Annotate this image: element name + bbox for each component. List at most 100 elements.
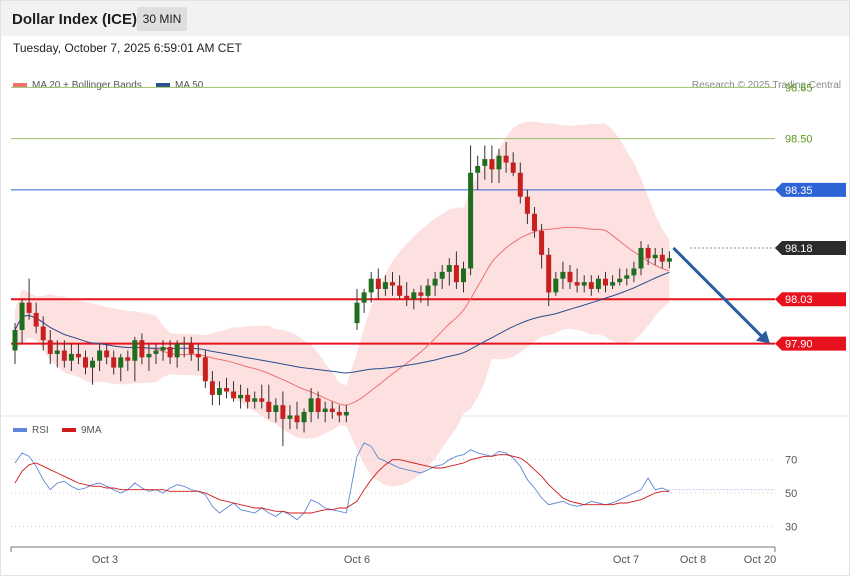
candle-body — [118, 357, 124, 368]
candle-body — [638, 247, 644, 269]
candle-body — [181, 343, 187, 345]
x-tick-label: Oct 8 — [680, 554, 706, 566]
candle-body — [553, 278, 559, 293]
candle-body — [216, 388, 222, 395]
legend-ma-bb: MA 20 + Bollinger Bands — [13, 80, 142, 91]
candle-body — [224, 388, 229, 392]
candle-body — [54, 350, 60, 354]
candle-body — [510, 162, 516, 173]
candle-body — [132, 340, 138, 361]
candle-body — [160, 347, 166, 351]
ma50-line — [14, 271, 670, 374]
legend-swatch-rsi — [13, 428, 27, 433]
candle-body — [652, 254, 658, 259]
candle-body — [581, 282, 587, 286]
candle-body — [90, 360, 96, 368]
timestamp: Tuesday, October 7, 2025 6:59:01 AM CET — [13, 41, 242, 55]
candle-body — [266, 401, 272, 412]
candle-body — [532, 213, 537, 231]
candle-body — [329, 408, 335, 412]
candle-body — [83, 357, 88, 368]
legend-ma50: MA 50 — [156, 80, 203, 91]
level-tag-98-03 — [775, 292, 846, 307]
candle-body — [294, 415, 300, 423]
level-tag-97-90 — [775, 336, 846, 351]
candle-body — [617, 278, 623, 283]
x-tick-label: Oct 20 — [744, 554, 776, 566]
candle-body — [315, 398, 321, 412]
candle-body — [231, 391, 237, 399]
candle-body — [567, 271, 573, 283]
x-tick-label: Oct 3 — [92, 554, 118, 566]
level-label-98-65: 98.65 — [785, 82, 813, 94]
candle-body — [446, 265, 452, 272]
legend-rsi: RSI — [13, 425, 49, 436]
candle-body — [418, 292, 424, 296]
candle-body — [546, 254, 552, 293]
candle-body — [174, 343, 180, 358]
candle-body — [104, 350, 110, 358]
candle-body — [40, 326, 46, 341]
candle-body — [631, 268, 637, 276]
candle-body — [461, 268, 466, 283]
candle-body — [259, 398, 265, 402]
candle-body — [125, 357, 131, 361]
candle-body — [603, 278, 608, 286]
candle-body — [252, 398, 258, 402]
timeframe-badge[interactable]: 30 MIN — [137, 7, 187, 31]
candle-body — [382, 282, 388, 289]
candle-body — [404, 295, 410, 300]
rsi-tick-label-70: 70 — [785, 455, 797, 467]
candle-body — [139, 340, 145, 358]
candle-body — [19, 302, 25, 330]
candle-body — [489, 159, 495, 170]
candle-body — [390, 282, 395, 286]
candle-body — [287, 415, 293, 419]
candle-body — [482, 159, 488, 166]
candle-body — [588, 282, 594, 289]
chart-header: Dollar Index (ICE) 30 MIN — [1, 1, 849, 36]
candle-body — [68, 353, 74, 361]
candle-body — [517, 172, 523, 197]
candle-body — [666, 258, 672, 262]
level-tag-98-35 — [775, 182, 846, 197]
candle-body — [238, 394, 244, 399]
candle-body — [33, 312, 39, 327]
candle-body — [75, 353, 81, 358]
candle-body — [322, 408, 328, 412]
legend-swatch-ma20 — [13, 83, 27, 88]
candle-body — [659, 254, 665, 262]
candle-body — [368, 278, 374, 293]
legend-label-ma-bb: MA 20 + Bollinger Bands — [32, 80, 142, 91]
candle-body — [439, 271, 445, 279]
candle-body — [425, 285, 431, 296]
candle-body — [375, 278, 381, 289]
candle-body — [574, 282, 580, 286]
candle-body — [503, 155, 509, 163]
candle-body — [61, 350, 67, 361]
legend-label-ma50: MA 50 — [175, 80, 204, 91]
candle-body — [610, 282, 616, 286]
candle-body — [475, 165, 481, 173]
legend-rsi-ma: 9MA — [62, 425, 102, 436]
rsi-tick-label-50: 50 — [785, 488, 797, 500]
rsi-line — [14, 442, 670, 521]
candle-body — [301, 412, 307, 423]
candle-body — [524, 196, 530, 214]
candle-body — [560, 271, 566, 279]
copyright-notice: Research © 2025 Trading Central — [691, 80, 841, 91]
legend-label-rsi-ma: 9MA — [81, 425, 102, 436]
level-label-98-03: 98.03 — [785, 294, 813, 306]
candle-body — [188, 343, 194, 354]
candle-body — [12, 329, 18, 351]
candle-body — [245, 394, 251, 402]
candle-body — [343, 412, 349, 416]
x-tick-label: Oct 6 — [344, 554, 370, 566]
candle-body — [167, 347, 173, 358]
candle-body — [624, 275, 630, 279]
candle-body — [195, 353, 201, 358]
candle-body — [361, 292, 367, 303]
candle-body — [111, 357, 117, 368]
candle-body — [273, 405, 279, 412]
